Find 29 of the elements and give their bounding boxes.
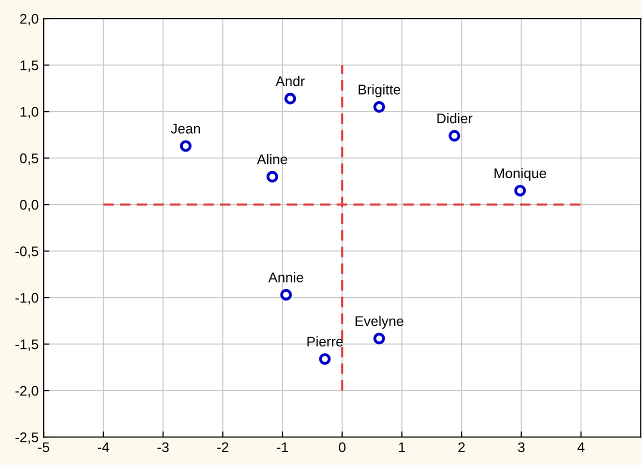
x-tick-label: -4 bbox=[98, 442, 110, 452]
annotation: Monique bbox=[494, 168, 546, 181]
y-tick-label: -0,5 bbox=[15, 246, 38, 258]
x-tick-label: -5 bbox=[38, 442, 50, 452]
annotation: Annie bbox=[268, 272, 304, 282]
annotation: Jean bbox=[170, 124, 200, 134]
x-tick-label: 3 bbox=[518, 442, 525, 452]
annotation: Pierre bbox=[307, 336, 343, 347]
annotation: Brigitte bbox=[358, 84, 400, 98]
x-tick-label: 1 bbox=[399, 442, 406, 452]
x-tick-label: -2 bbox=[217, 442, 228, 452]
annotation: Didier bbox=[437, 113, 472, 124]
y-tick-label: 0,5 bbox=[20, 153, 38, 165]
x-tick-label: 2 bbox=[458, 442, 465, 452]
y-tick-label: -2,5 bbox=[15, 432, 38, 444]
x-tick-label: 4 bbox=[577, 442, 584, 452]
annotation: Andr bbox=[276, 76, 305, 86]
annotation: Aline bbox=[256, 154, 288, 164]
x-tick-label: -1 bbox=[276, 442, 288, 452]
annotation: Evelyne bbox=[356, 316, 404, 329]
x-tick-label: -3 bbox=[158, 442, 169, 452]
y-tick-label: 0,0 bbox=[20, 200, 38, 212]
x-tick-label: 0 bbox=[338, 442, 346, 452]
y-tick-label: 1,5 bbox=[20, 60, 38, 72]
y-tick-label: 2,0 bbox=[20, 14, 38, 26]
y-tick-label: -1,5 bbox=[15, 340, 38, 351]
y-tick-label: -1,0 bbox=[15, 292, 38, 304]
y-tick-label: 1,0 bbox=[20, 106, 38, 118]
y-tick-label: -2,0 bbox=[15, 386, 38, 398]
